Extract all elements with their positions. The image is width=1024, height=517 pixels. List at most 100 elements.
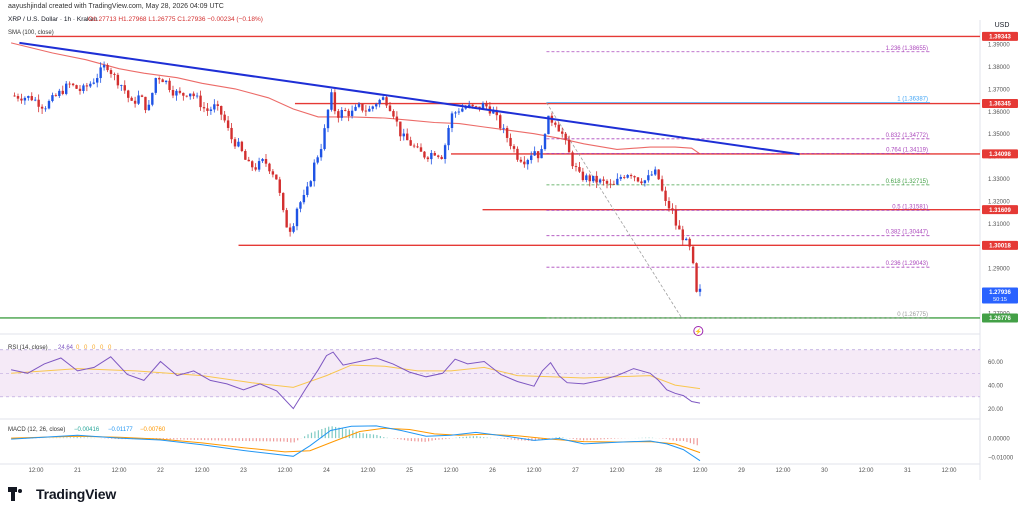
candle-body: [96, 78, 99, 83]
fib-level-label: 0 (1.26775): [897, 312, 928, 318]
candle-body: [223, 114, 226, 121]
candle-body: [37, 99, 40, 107]
candle-body: [278, 179, 281, 193]
candle-body: [595, 175, 598, 183]
candle-body: [357, 103, 361, 107]
candle-body: [288, 227, 292, 232]
candle-body: [561, 131, 564, 134]
candle-body: [61, 90, 64, 94]
candle-body: [354, 106, 357, 111]
candle-body: [585, 175, 588, 181]
sma-100-line: [10, 42, 701, 155]
candle-body: [674, 210, 678, 226]
candle-body: [158, 78, 161, 80]
candle-body: [633, 176, 636, 178]
candle-body: [99, 67, 102, 79]
candle-body: [257, 161, 261, 170]
candle-body: [619, 177, 622, 179]
candle-body: [340, 109, 343, 118]
event-marker-icon: [693, 326, 704, 336]
candle-body: [16, 96, 20, 99]
descending-trendline: [19, 41, 800, 156]
candle-body: [654, 169, 657, 175]
candle-body: [216, 104, 219, 106]
time-tick-label: 21: [74, 468, 81, 474]
macd-hist-value: −0.00416: [74, 427, 100, 433]
candle-body: [588, 175, 591, 182]
time-tick-label: 25: [406, 468, 413, 474]
candle-body: [698, 288, 702, 292]
candle-body: [536, 151, 540, 159]
candle-body: [113, 73, 116, 75]
price-tag: [982, 287, 1018, 304]
candle-body: [437, 155, 440, 157]
time-tick-label: 12:00: [360, 468, 376, 474]
candle-body: [492, 111, 495, 114]
candle-body: [58, 90, 61, 96]
time-tick-label: 30: [821, 468, 828, 474]
candle-body: [140, 95, 144, 97]
candle-body: [381, 97, 385, 100]
price-tick-label: 1.32000: [988, 199, 1010, 205]
candle-body: [130, 97, 133, 101]
fib-level-label: 0.236 (1.29043): [886, 261, 928, 267]
candle-body: [68, 83, 71, 85]
price-tag: [982, 149, 1018, 159]
candle-body: [133, 100, 137, 104]
candle-body: [254, 167, 257, 170]
candle-body: [206, 108, 209, 111]
candle-body: [578, 167, 581, 172]
candle-body: [199, 95, 202, 108]
candle-body: [282, 192, 285, 211]
candle-body: [605, 180, 609, 184]
fib-level-label: 0.764 (1.34119): [886, 147, 928, 153]
price-tag-label: 1.39343: [989, 35, 1011, 41]
candle-body: [464, 107, 467, 109]
candle-body: [616, 178, 619, 185]
rsi-line: [10, 351, 701, 410]
time-tick-label: 26: [489, 468, 496, 474]
candle-body: [660, 179, 664, 191]
candle-body: [364, 110, 368, 112]
time-tick-label: 12:00: [277, 468, 293, 474]
candle-body: [192, 93, 195, 97]
price-tick-label: 1.33000: [988, 177, 1010, 183]
candle-body: [523, 161, 526, 165]
candle-body: [313, 162, 316, 182]
candle-body: [350, 110, 354, 116]
candle-body: [127, 90, 130, 98]
time-tick-label: 29: [738, 468, 745, 474]
candle-body: [650, 174, 653, 176]
candle-body: [685, 238, 688, 241]
time-tick-label: 28: [655, 468, 662, 474]
candle-body: [440, 156, 443, 160]
ohlc-values: O1.27713 H1.27968 L1.26775 C1.27936 −0.0…: [88, 16, 263, 23]
candle-body: [512, 146, 516, 149]
candle-body: [481, 103, 485, 109]
candle-body: [681, 229, 684, 241]
candle-body: [657, 169, 660, 180]
price-tag-label: 1.34098: [989, 152, 1011, 158]
price-tag-label: 1.36345: [989, 102, 1011, 108]
candle-body: [47, 101, 51, 109]
fib-level-label: 1.236 (1.38655): [886, 46, 928, 52]
candle-body: [664, 190, 667, 201]
candle-body: [333, 92, 337, 112]
candle-body: [213, 104, 216, 110]
event-marker-glyph: ⚡: [695, 328, 702, 336]
candle-body: [51, 95, 54, 102]
price-tick-label: 1.29000: [988, 267, 1010, 273]
candle-body: [30, 96, 33, 101]
macd-tick-label: −0.01000: [988, 456, 1014, 462]
candle-body: [319, 149, 323, 158]
candle-body: [505, 127, 509, 138]
price-tick-label: 1.37000: [988, 87, 1010, 93]
price-tick-label: 1.39000: [988, 43, 1010, 49]
candle-body: [447, 128, 450, 146]
candle-body: [92, 82, 95, 84]
candle-body: [13, 95, 16, 97]
candle-body: [433, 152, 436, 156]
candle-body: [474, 106, 478, 107]
